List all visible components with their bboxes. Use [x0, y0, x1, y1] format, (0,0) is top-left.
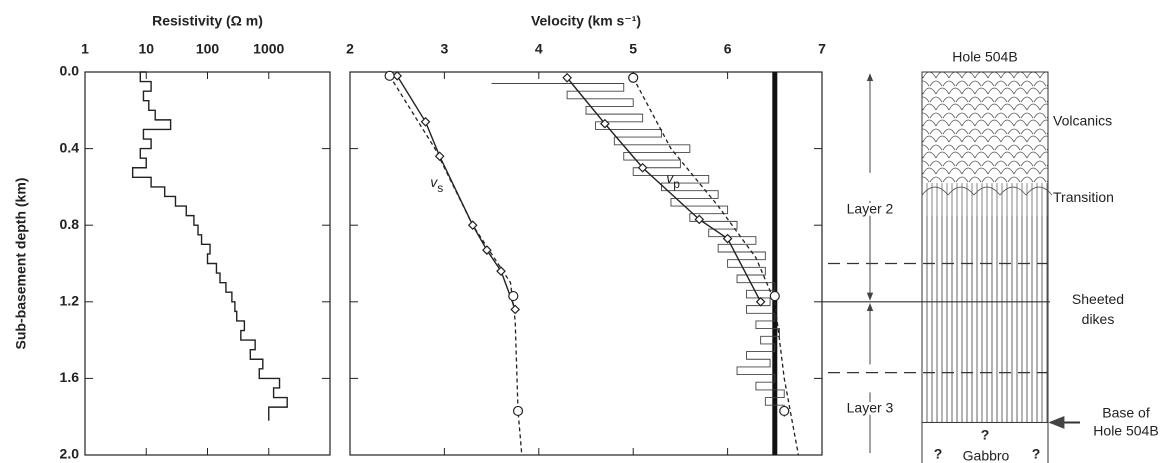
point: [769, 290, 780, 302]
transition-arcs: [921, 186, 1053, 196]
zone-label: Transition: [1053, 189, 1114, 205]
annotation: vs: [430, 174, 443, 195]
point: [562, 72, 572, 83]
sheeted-dikes: [922, 215, 1048, 423]
y-tick-label: 0.8: [60, 216, 80, 232]
point: [482, 245, 492, 255]
annotation: vp: [666, 170, 680, 191]
point: [637, 162, 648, 173]
point: [779, 405, 790, 417]
data-line: [389, 75, 523, 456]
below-label: Gabbro: [963, 448, 1010, 463]
annotation-text: v: [430, 174, 438, 190]
y-axis-label: Sub-basement depth (km): [13, 178, 29, 350]
y-tick-label: 1.6: [60, 369, 80, 385]
x-tick-label: 1000: [253, 41, 284, 57]
layer-label: Layer 3: [847, 400, 894, 416]
zone-label: Sheeted dikes: [1072, 291, 1124, 327]
y-tick-label: 0.0: [60, 63, 80, 79]
x-tick-label: 5: [629, 41, 637, 57]
chart-title: Velocity (km s⁻¹): [531, 13, 641, 29]
zone-label: Volcanics: [1053, 112, 1112, 128]
x-tick-label: 10: [138, 41, 154, 57]
point: [434, 151, 445, 162]
base-label-line: Base of: [1102, 404, 1150, 420]
point: [384, 70, 395, 81]
x-tick-label: 1: [81, 41, 89, 57]
volcanics: [922, 72, 1048, 184]
point: [600, 118, 610, 129]
x-tick-label: 3: [441, 41, 449, 57]
plot-frame: [349, 71, 823, 456]
data-line: [131, 71, 288, 421]
y-tick-label: 1.2: [60, 293, 80, 309]
unknown-mark: ?: [981, 427, 990, 443]
point: [755, 296, 766, 307]
chart-title: Resistivity (Ω m): [152, 13, 263, 29]
y-tick-label: 2.0: [60, 446, 80, 462]
transition: [922, 183, 1048, 216]
y-tick-label: 0.4: [60, 139, 80, 155]
x-tick-label: 2: [346, 41, 354, 57]
column-frame: [921, 71, 1049, 423]
point: [694, 214, 705, 225]
point: [496, 266, 506, 277]
unknown-mark: ?: [1032, 446, 1041, 462]
zone-label-line: dikes: [1082, 311, 1115, 327]
layer-label: Layer 2: [847, 201, 894, 217]
point: [512, 405, 524, 417]
annotation-sub: p: [673, 177, 680, 191]
point: [510, 304, 521, 315]
x-tick-label: 7: [818, 41, 826, 57]
x-tick-label: 4: [535, 41, 543, 57]
x-tick-label: 6: [724, 41, 732, 57]
column-title: Hole 504B: [952, 49, 1017, 65]
point: [628, 72, 639, 83]
annotation-text: v: [666, 170, 674, 186]
point: [467, 220, 478, 231]
point: [420, 116, 431, 127]
data-line: [491, 83, 785, 417]
base-label: Base of Hole 504B: [1093, 404, 1158, 438]
unknown-mark: ?: [934, 446, 943, 462]
annotation-sub: s: [437, 181, 443, 195]
data-line: [566, 77, 762, 303]
point: [508, 290, 519, 302]
x-tick-label: 100: [196, 41, 220, 57]
base-label-line: Hole 504B: [1093, 422, 1158, 438]
data-line: [632, 77, 800, 456]
point: [722, 233, 733, 244]
zone-label-line: Sheeted: [1072, 291, 1124, 307]
